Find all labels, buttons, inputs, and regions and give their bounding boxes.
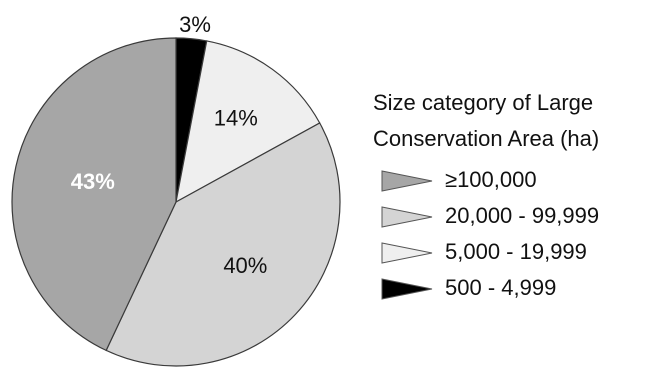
- pie-label-2: 14%: [214, 106, 258, 131]
- pie-slice-2: [175, 40, 321, 204]
- pie-slice-0: [11, 37, 177, 352]
- pie-label-0: 43%: [71, 169, 115, 194]
- legend-swatch-0: [381, 170, 433, 192]
- legend-swatch-2: [381, 242, 433, 264]
- pie-label-1: 40%: [223, 253, 267, 278]
- legend-swatch-3: [381, 278, 433, 300]
- legend-title-line-1: Size category of Large: [373, 90, 593, 115]
- legend-items: ≥100,000 20,000 - 99,999 5,000 - 19,999 500…: [381, 167, 599, 300]
- legend: Size category of Large Conservation Area…: [373, 90, 599, 300]
- legend-label-2: 5,000 - 19,999: [445, 239, 587, 264]
- pie-percent-labels: 3% 14% 40% 43%: [71, 12, 268, 278]
- legend-label-3: 500 - 4,999: [445, 275, 556, 300]
- legend-title-line-2: Conservation Area (ha): [373, 126, 599, 151]
- pie-slices: [11, 37, 341, 367]
- pie-label-3: 3%: [179, 12, 211, 37]
- legend-label-1: 20,000 - 99,999: [445, 203, 599, 228]
- pie-slice-1: [105, 122, 341, 367]
- legend-swatch-1: [381, 206, 433, 228]
- legend-label-0: ≥100,000: [445, 167, 537, 192]
